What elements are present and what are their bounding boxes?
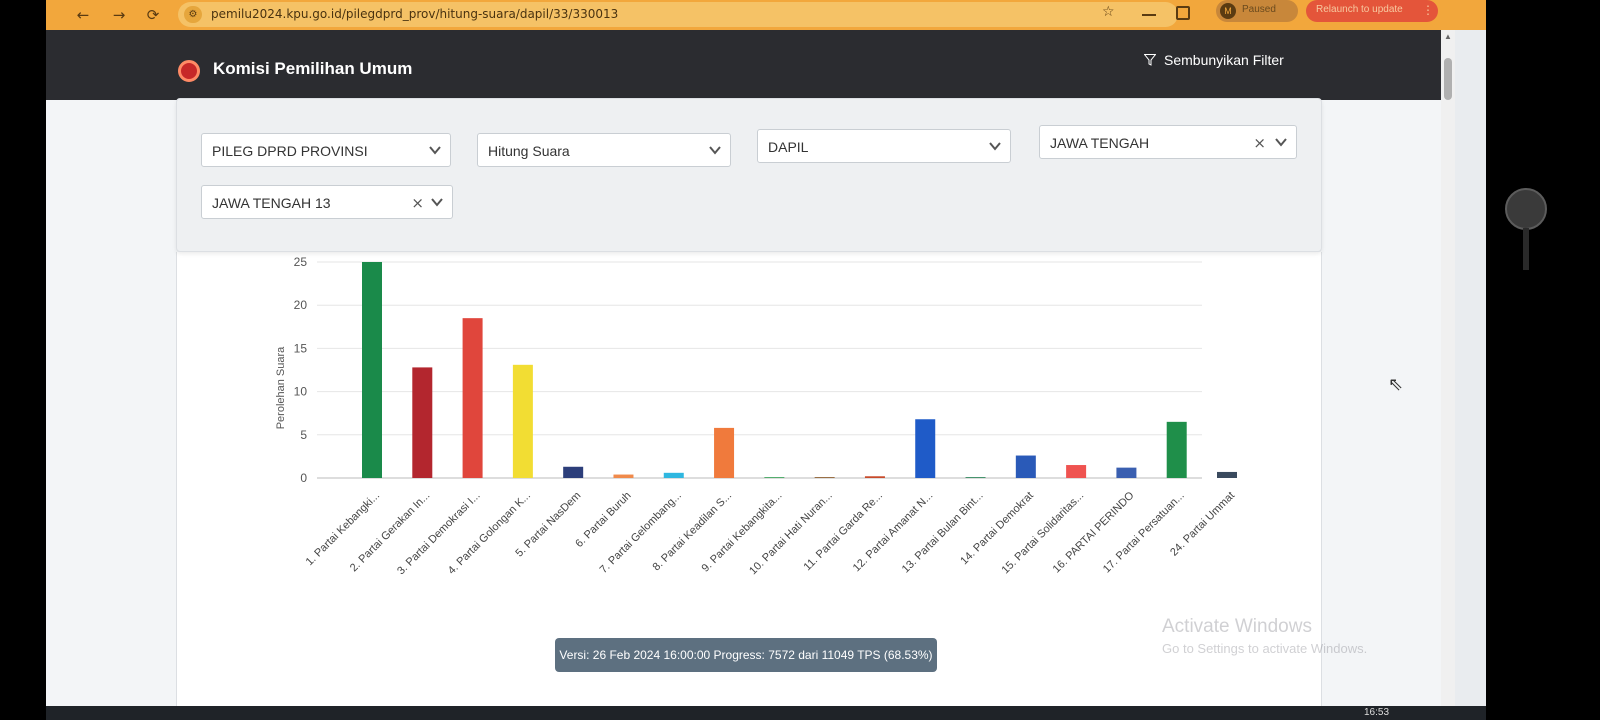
site-header: Komisi Pemilihan Umum Sembunyikan Filter — [46, 30, 1441, 100]
filter-icon — [1144, 54, 1156, 66]
page-scrollbar[interactable]: ▲ ▼ — [1441, 30, 1455, 720]
mode-value: Hitung Suara — [488, 143, 570, 159]
kpu-logo-icon — [178, 60, 200, 82]
x-tick-label: 4. Partai Golongan K... — [446, 490, 533, 577]
y-tick-label: 0 — [300, 471, 307, 485]
x-tick-label: 10. Partai Hati Nuran... — [747, 490, 835, 578]
level-select[interactable]: DAPIL — [757, 129, 1011, 163]
bar — [714, 427, 735, 478]
activate-windows-subtitle: Go to Settings to activate Windows. — [1162, 641, 1368, 656]
browser-toolbar: ← → ⟳ ⚙ pemilu2024.kpu.go.id/pilegdprd_p… — [46, 0, 1486, 30]
reading-list-icon[interactable] — [1142, 6, 1156, 16]
filter-panel: PILEG DPRD PROVINSI Hitung Suara DAPIL J… — [176, 98, 1322, 252]
bar — [563, 466, 584, 478]
taskbar-clock: 16:53 — [1364, 707, 1390, 718]
election-type-value: PILEG DPRD PROVINSI — [212, 143, 368, 159]
province-select[interactable]: JAWA TENGAH × — [1039, 125, 1297, 159]
address-bar[interactable]: ⚙ pemilu2024.kpu.go.id/pilegdprd_prov/hi… — [178, 2, 1178, 27]
y-tick-label: 20 — [294, 298, 308, 312]
bar — [1116, 467, 1137, 478]
x-tick-label: 7. Partai Gelombang... — [598, 490, 684, 576]
bar — [663, 472, 684, 478]
bar — [462, 318, 483, 478]
kebab-menu-icon[interactable]: ⋮ — [1422, 3, 1434, 17]
profile-status-label: Paused — [1242, 4, 1276, 15]
main-content: PILEG DPRD PROVINSI Hitung Suara DAPIL J… — [46, 98, 1441, 720]
chevron-down-icon — [709, 146, 721, 155]
election-type-select[interactable]: PILEG DPRD PROVINSI — [201, 133, 451, 167]
x-tick-label: 15. Partai Solidaritas... — [999, 490, 1086, 577]
bookmark-star-icon[interactable]: ☆ — [1102, 4, 1115, 20]
bar — [965, 477, 986, 478]
bar — [412, 367, 433, 478]
monitor-webcam-icon — [1505, 188, 1547, 230]
y-tick-label: 25 — [294, 255, 308, 269]
scroll-thumb[interactable] — [1444, 58, 1452, 100]
clear-dapil-icon[interactable]: × — [411, 194, 424, 212]
bar — [1066, 465, 1087, 478]
site-title[interactable]: Komisi Pemilihan Umum — [213, 59, 413, 78]
mode-select[interactable]: Hitung Suara — [477, 133, 731, 167]
x-tick-label: 16. PARTAI PERINDO — [1051, 489, 1137, 575]
taskbar: 16:53 — [46, 706, 1486, 720]
screen: ← → ⟳ ⚙ pemilu2024.kpu.go.id/pilegdprd_p… — [46, 0, 1486, 720]
profile-chip[interactable]: M Paused — [1216, 0, 1298, 22]
side-panel-icon[interactable] — [1176, 6, 1190, 20]
mouse-pointer-icon: ⇖ — [1388, 374, 1404, 395]
monitor-stem — [1523, 228, 1529, 270]
y-tick-label: 10 — [294, 385, 308, 399]
chevron-down-icon — [1275, 138, 1287, 147]
bar — [1217, 471, 1237, 478]
bar — [512, 364, 533, 478]
activate-windows-title: Activate Windows — [1162, 616, 1312, 637]
bar — [764, 477, 785, 478]
bar — [1166, 421, 1187, 478]
province-value: JAWA TENGAH — [1050, 135, 1150, 151]
bar — [613, 474, 634, 478]
y-axis-label: Perolehan Suara — [275, 346, 287, 429]
bar — [864, 476, 885, 478]
bar — [814, 477, 835, 478]
chevron-down-icon — [989, 142, 1001, 151]
version-progress-banner: Versi: 26 Feb 2024 16:00:00 Progress: 75… — [555, 638, 937, 672]
url-text[interactable]: pemilu2024.kpu.go.id/pilegdprd_prov/hitu… — [211, 7, 619, 21]
hide-filter-button[interactable]: Sembunyikan Filter — [1144, 52, 1284, 68]
chevron-down-icon — [431, 198, 443, 207]
bar — [915, 419, 936, 478]
clear-province-icon[interactable]: × — [1253, 134, 1266, 152]
relaunch-to-update-button[interactable]: Relaunch to update ⋮ — [1306, 0, 1438, 22]
dapil-select[interactable]: JAWA TENGAH 13 × — [201, 185, 453, 219]
y-tick-label: 5 — [300, 428, 307, 442]
scroll-up-arrow-icon[interactable]: ▲ — [1444, 32, 1452, 41]
hide-filter-label: Sembunyikan Filter — [1164, 52, 1284, 68]
chevron-down-icon — [429, 146, 441, 155]
level-value: DAPIL — [768, 139, 809, 155]
forward-arrow-icon[interactable]: → — [112, 6, 126, 24]
x-tick-label: 3. Partai Demokrasi I... — [395, 490, 483, 578]
reload-icon[interactable]: ⟳ — [146, 6, 160, 24]
back-arrow-icon[interactable]: ← — [76, 6, 90, 24]
dapil-value: JAWA TENGAH 13 — [212, 195, 331, 211]
y-tick-label: 15 — [294, 341, 308, 355]
bar — [1015, 455, 1036, 478]
relaunch-label: Relaunch to update — [1316, 4, 1403, 15]
profile-avatar: M — [1220, 3, 1236, 19]
bar — [362, 262, 382, 478]
site-info-icon[interactable]: ⚙ — [184, 6, 202, 23]
